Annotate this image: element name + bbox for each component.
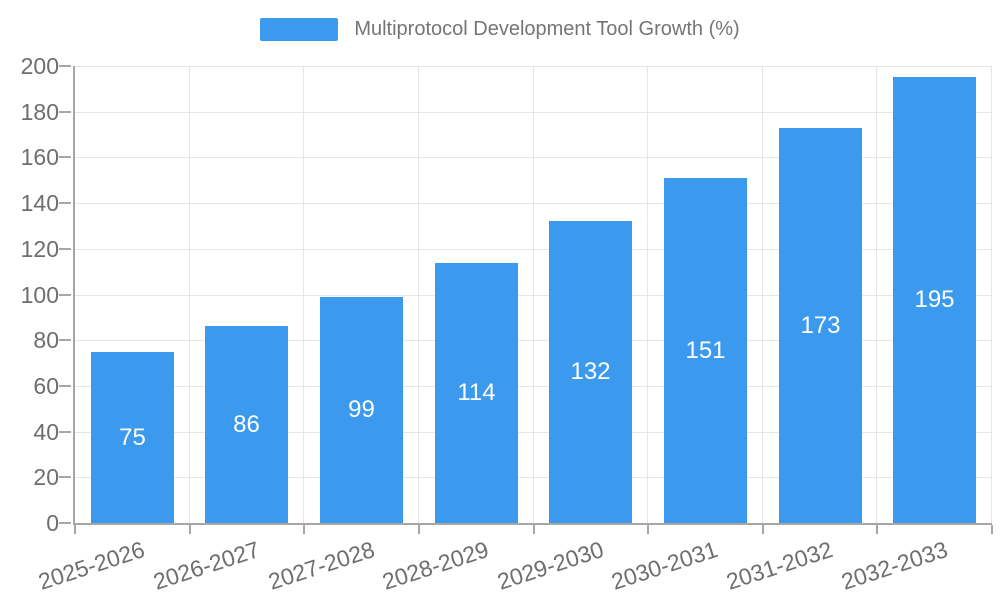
y-axis-tick	[59, 430, 71, 433]
x-axis-tick	[532, 525, 535, 534]
x-axis-tick	[74, 525, 76, 534]
gridline-horizontal	[75, 157, 992, 159]
gridline-horizontal	[75, 203, 992, 205]
x-axis-tick	[303, 525, 306, 534]
x-axis-tick	[991, 525, 993, 534]
bar-2026-2027[interactable]: 86	[205, 326, 288, 523]
gridline-vertical	[761, 66, 763, 523]
x-axis-tick	[417, 525, 420, 534]
gridline-vertical	[532, 66, 534, 523]
bar-2030-2031[interactable]: 151	[664, 178, 747, 523]
bar-value-label: 75	[119, 423, 146, 451]
x-axis-tick	[647, 525, 650, 534]
bar-2031-2032[interactable]: 173	[779, 128, 862, 523]
x-tick-label: 2029-2030	[493, 536, 607, 595]
bar-2032-2033[interactable]: 195	[893, 77, 976, 523]
bar-value-label: 173	[800, 311, 841, 339]
gridline-vertical	[876, 66, 878, 523]
gridline-horizontal	[75, 248, 992, 250]
gridline-horizontal	[75, 294, 992, 296]
x-tick-label: 2030-2031	[608, 536, 722, 595]
bar-2028-2029[interactable]: 114	[435, 263, 518, 523]
bar-2025-2026[interactable]: 75	[91, 352, 174, 523]
bar-2029-2030[interactable]: 132	[549, 221, 632, 523]
y-axis-tick	[59, 202, 71, 205]
x-tick-label: 2026-2027	[150, 536, 263, 595]
y-axis-tick	[59, 110, 71, 113]
y-tick-label: 80	[33, 327, 59, 354]
x-axis-tick	[761, 525, 764, 534]
legend-swatch	[260, 18, 339, 41]
y-tick-label: 0	[46, 510, 59, 536]
gridline-horizontal	[75, 66, 992, 67]
chart-legend[interactable]: Multiprotocol Development Tool Growth (%…	[0, 18, 1000, 41]
y-axis-tick	[59, 293, 71, 296]
y-axis-tick	[59, 522, 71, 524]
bar-value-label: 114	[457, 379, 496, 406]
x-tick-label: 2031-2032	[723, 536, 836, 595]
bar-value-label: 86	[233, 410, 260, 438]
gridline-horizontal	[75, 477, 992, 479]
y-axis-tick	[59, 65, 71, 67]
gridline-vertical	[188, 66, 190, 523]
x-tick-label: 2032-2033	[837, 536, 951, 595]
y-tick-label: 180	[20, 98, 59, 125]
y-tick-label: 100	[20, 281, 59, 308]
x-tick-label: 2025-2026	[35, 536, 149, 595]
legend-label: Multiprotocol Development Tool Growth (%…	[354, 18, 740, 40]
bar-value-label: 99	[348, 396, 375, 423]
y-tick-label: 40	[33, 418, 59, 445]
y-axis-tick	[59, 476, 71, 479]
y-axis-tick	[59, 247, 71, 250]
gridline-vertical	[647, 66, 649, 523]
bar-value-label: 132	[570, 358, 611, 385]
gridline-horizontal	[75, 340, 992, 342]
y-tick-label: 140	[20, 190, 59, 217]
y-tick-label: 20	[33, 464, 59, 491]
bar-value-label: 195	[914, 286, 955, 313]
gridline-horizontal	[75, 385, 992, 387]
bar-2027-2028[interactable]: 99	[320, 297, 403, 523]
y-tick-label: 120	[20, 235, 59, 262]
x-tick-label: 2028-2029	[379, 536, 492, 595]
y-axis-tick	[59, 384, 71, 387]
gridline-horizontal	[75, 111, 992, 113]
x-axis-tick	[188, 525, 191, 534]
gridline-horizontal	[75, 431, 992, 433]
y-tick-label: 60	[33, 372, 59, 399]
y-axis-tick	[59, 156, 71, 159]
plot-area: 0 20 40 60 80 100 120 140 160 180 200 75 2025-2026 86…	[21, 54, 993, 595]
x-axis-tick	[876, 525, 879, 534]
gridline-vertical	[417, 66, 419, 523]
y-tick-label: 160	[20, 144, 59, 171]
gridline-vertical	[991, 66, 992, 523]
x-tick-label: 2027-2028	[264, 536, 378, 595]
y-tick-label: 200	[20, 53, 59, 79]
gridline-vertical	[303, 66, 305, 523]
y-axis-tick	[59, 339, 71, 342]
bar-value-label: 151	[685, 336, 726, 364]
